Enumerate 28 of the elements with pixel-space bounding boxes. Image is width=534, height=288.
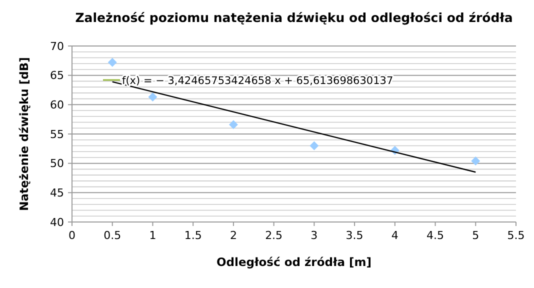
- point: [310, 141, 319, 150]
- x-tick-label: 0.5: [104, 229, 122, 242]
- y-tick-label: 60: [50, 98, 64, 112]
- y-tick-label: 70: [50, 40, 64, 53]
- point: [108, 58, 117, 67]
- x-tick-label: 2: [230, 229, 237, 242]
- point: [471, 156, 480, 166]
- y-tick-label: 65: [50, 69, 64, 82]
- x-tick-label: 5.5: [507, 229, 525, 242]
- chart-title: Zależność poziomu natężenia dźwięku od odległości od źródła: [75, 10, 513, 25]
- annotation: f(x) = − 3,42465753424658 x + 65,613698630137: [122, 75, 394, 87]
- x-tick-label: 4: [391, 229, 398, 242]
- y-tick-label: 40: [50, 216, 64, 229]
- x-tick-label: 5: [472, 229, 480, 242]
- y-axis-title: Natężenie dźwięku [dB]: [17, 57, 31, 211]
- x-tick-label: 0: [68, 229, 76, 242]
- x-tick-label: 4.5: [426, 229, 444, 242]
- y-tick-label: 55: [50, 128, 64, 141]
- x-tick-label: 1: [149, 229, 156, 242]
- x-axis-title: Odległość od źródła [m]: [216, 255, 372, 269]
- x-tick-label: 1.5: [184, 229, 202, 242]
- y-tick-label: 50: [50, 157, 64, 170]
- point: [228, 120, 238, 130]
- x-tick-label: 3: [310, 229, 318, 242]
- x-tick-label: 2.5: [265, 229, 283, 242]
- x-tick-label: 3.5: [346, 229, 364, 242]
- point: [148, 92, 158, 102]
- y-tick-label: 45: [50, 186, 64, 200]
